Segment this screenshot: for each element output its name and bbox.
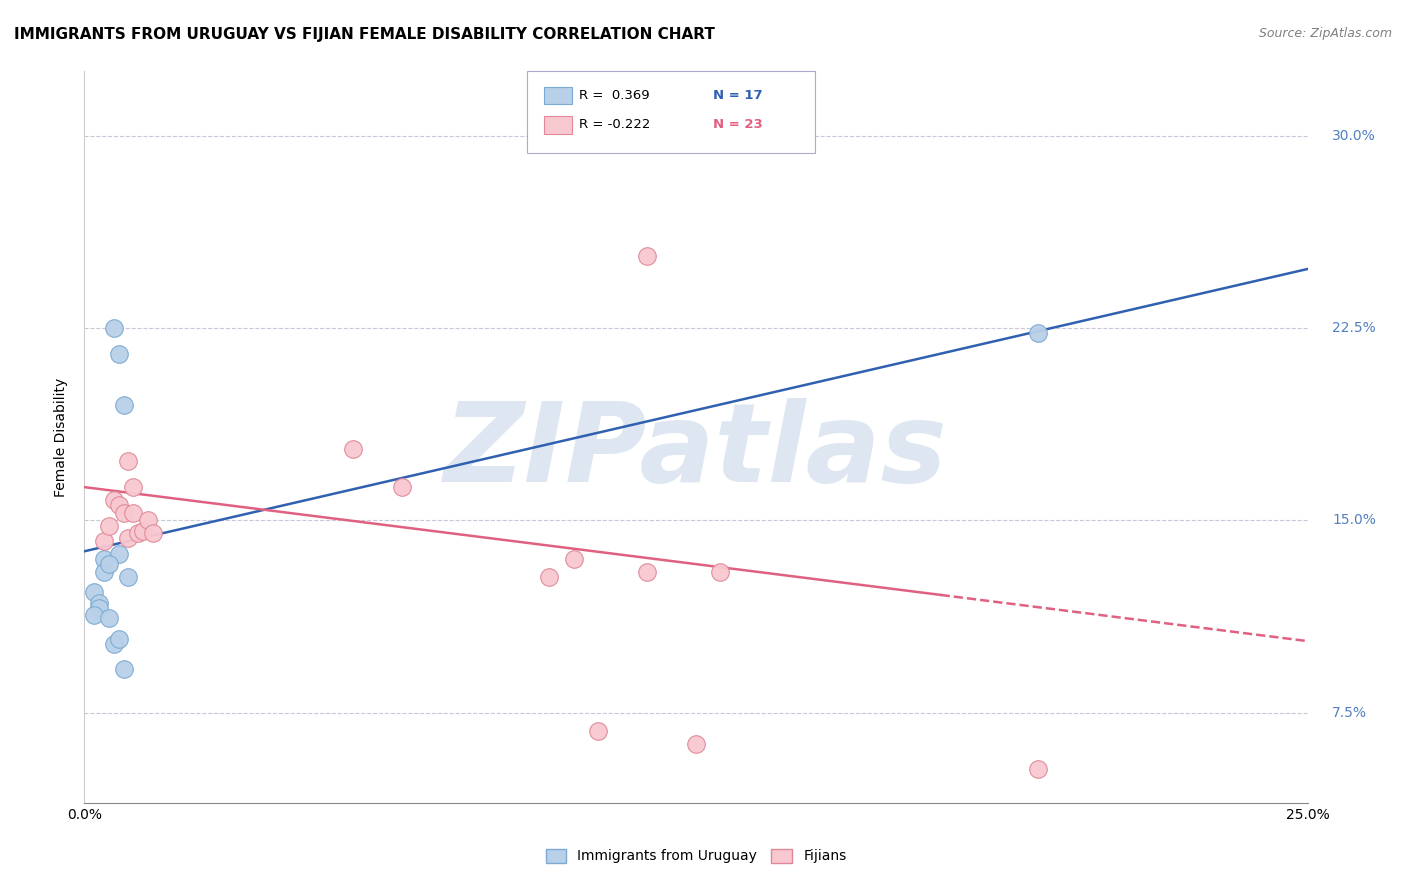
Point	[562, 552, 585, 566]
Point	[83, 608, 105, 623]
Text: N = 23: N = 23	[713, 119, 762, 131]
Point	[112, 662, 135, 676]
Text: Source: ZipAtlas.com: Source: ZipAtlas.com	[1258, 27, 1392, 40]
Point	[83, 585, 105, 599]
Point	[1028, 763, 1050, 777]
Point	[107, 632, 129, 646]
Legend: Immigrants from Uruguay, Fijians: Immigrants from Uruguay, Fijians	[540, 843, 852, 869]
Point	[97, 518, 120, 533]
Point	[107, 498, 129, 512]
Text: R =  0.369: R = 0.369	[579, 89, 650, 102]
Text: 15.0%: 15.0%	[1331, 514, 1376, 527]
Point	[117, 454, 139, 468]
Point	[538, 570, 561, 584]
Text: 30.0%: 30.0%	[1331, 128, 1376, 143]
Point	[93, 552, 115, 566]
Point	[122, 506, 145, 520]
Point	[103, 321, 125, 335]
Point	[132, 524, 155, 538]
Point	[107, 547, 129, 561]
Point	[93, 534, 115, 549]
Y-axis label: Female Disability: Female Disability	[55, 377, 69, 497]
Point	[342, 442, 364, 456]
Point	[97, 557, 120, 571]
Point	[142, 526, 165, 541]
Point	[122, 480, 145, 494]
Point	[107, 346, 129, 360]
Point	[103, 637, 125, 651]
Point	[112, 506, 135, 520]
Point	[127, 526, 149, 541]
Point	[636, 565, 658, 579]
Point	[636, 249, 658, 263]
Point	[87, 600, 110, 615]
Point	[103, 492, 125, 507]
Point	[1028, 326, 1050, 340]
Text: ZIPatlas: ZIPatlas	[444, 398, 948, 505]
Point	[136, 514, 159, 528]
Point	[87, 596, 110, 610]
Point	[117, 532, 139, 546]
Text: 22.5%: 22.5%	[1331, 321, 1376, 335]
Point	[97, 611, 120, 625]
Text: IMMIGRANTS FROM URUGUAY VS FIJIAN FEMALE DISABILITY CORRELATION CHART: IMMIGRANTS FROM URUGUAY VS FIJIAN FEMALE…	[14, 27, 714, 42]
Point	[93, 565, 115, 579]
Point	[391, 480, 413, 494]
Point	[112, 398, 135, 412]
Point	[709, 565, 731, 579]
Point	[685, 737, 707, 751]
Text: N = 17: N = 17	[713, 89, 762, 102]
Text: 7.5%: 7.5%	[1331, 706, 1367, 720]
Point	[586, 723, 609, 738]
Point	[117, 570, 139, 584]
Text: R = -0.222: R = -0.222	[579, 119, 651, 131]
